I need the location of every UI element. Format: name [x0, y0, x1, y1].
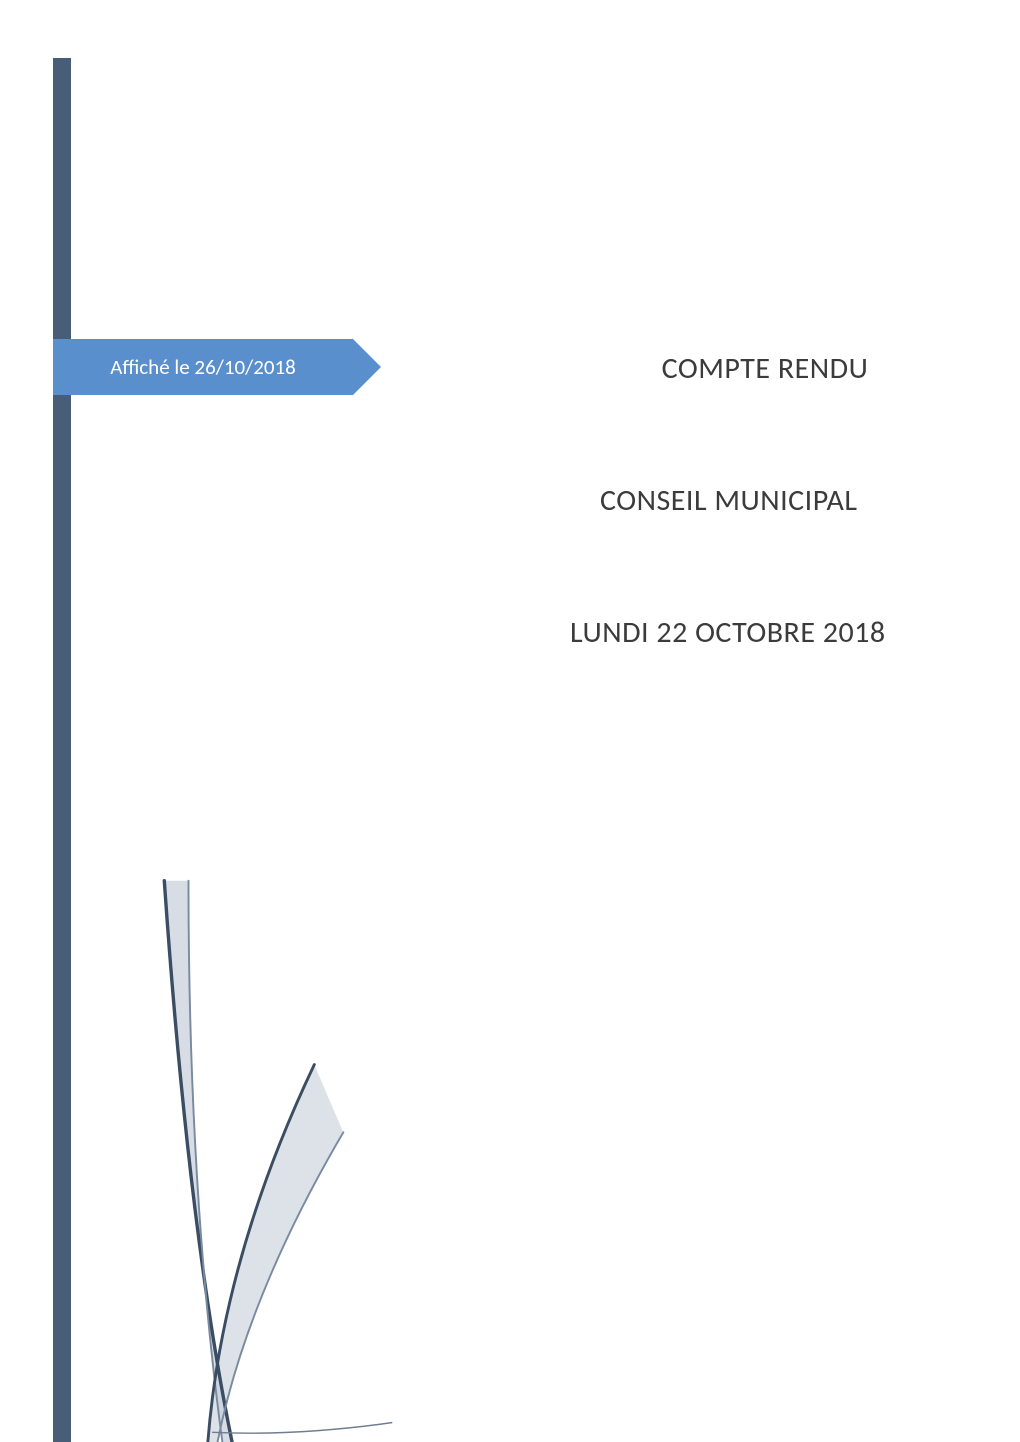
swoosh-stroke	[213, 1423, 392, 1434]
date-ribbon-label: Affiché le 26/10/2018	[110, 354, 296, 380]
swoosh-fill	[208, 1065, 343, 1442]
cover-headings: COMPTE RENDU CONSEIL MUNICIPAL LUNDI 22 …	[600, 350, 980, 651]
date-ribbon-arrowhead	[353, 339, 381, 395]
date-ribbon: Affiché le 26/10/2018	[53, 339, 381, 395]
heading-conseil-municipal: CONSEIL MUNICIPAL	[600, 482, 980, 519]
heading-compte-rendu: COMPTE RENDU	[600, 350, 930, 387]
heading-date-session: LUNDI 22 OCTOBRE 2018	[570, 614, 970, 651]
decorative-swoosh	[53, 842, 453, 1442]
date-ribbon-body: Affiché le 26/10/2018	[53, 339, 353, 395]
